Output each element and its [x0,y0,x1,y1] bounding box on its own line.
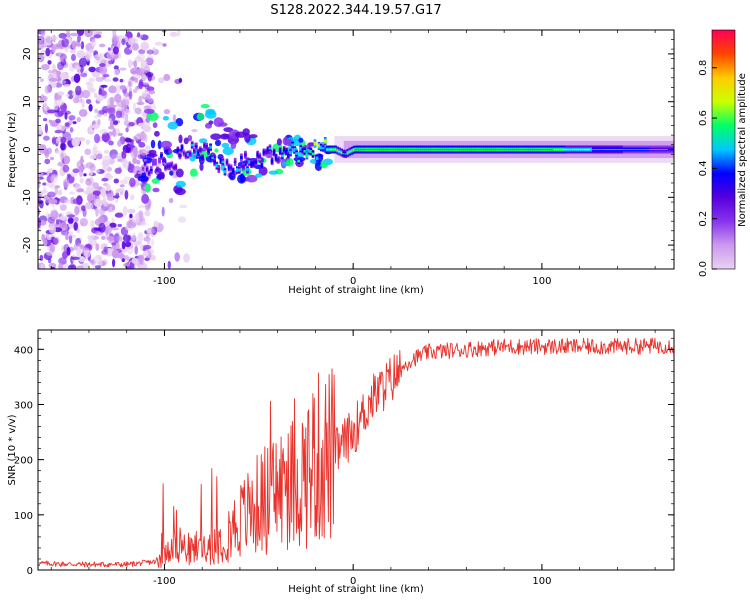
top-y-tick-label: -10 [22,189,33,205]
heatmap-noise-speckles [38,30,198,269]
snr-series-line [38,337,674,569]
bottom-y-tick-label: 300 [14,400,33,411]
heatmap-ridge [141,137,674,177]
bottom-y-tick-label: 0 [27,566,33,577]
top-x-tick-label: 0 [350,276,356,287]
top-y-tick-label: 10 [22,95,33,108]
top-y-tick-label: 0 [22,146,33,152]
colorbar-label: Normalized spectral amplitude [737,73,748,227]
top-y-tick-label: 20 [22,48,33,61]
bottom-y-tick-label: 400 [14,345,33,356]
colorbar-tick-label: 0.6 [698,110,709,126]
bottom-axis-ticks: -100 0 100 0 100 200 300 400 [14,330,674,587]
top-x-tick-label: -100 [153,276,176,287]
bottom-y-axis-label: SNR (10 * v/v) [7,414,18,485]
colorbar-tick-label: 0.4 [698,160,709,176]
bottom-y-tick-label: 100 [14,511,33,522]
figure-title: S128.2022.344.19.57.G17 [270,3,441,18]
colorbar-ticks: 0.0 0.2 0.4 0.6 0.8 [698,60,717,277]
bottom-x-tick-label: 100 [532,576,551,587]
colorbar-tick-label: 0.2 [698,211,709,227]
colorbar: 0.0 0.2 0.4 0.6 0.8 Normalized spectral ampl… [698,29,748,277]
snr-panel: -100 0 100 0 100 200 300 400 Height of straight… [7,329,675,595]
colorbar-tick-label: 0.0 [698,261,709,277]
top-y-tick-label: -20 [22,237,33,253]
bottom-y-tick-label: 200 [14,456,33,467]
bottom-x-tick-label: -100 [153,576,176,587]
bottom-x-axis-label: Height of straight line (km) [288,584,424,595]
bottom-x-tick-label: 0 [350,576,356,587]
colorbar-tick-label: 0.8 [698,60,709,76]
top-y-axis-label: Frequency (Hz) [7,112,18,188]
colorbar-fill [711,29,736,270]
top-x-tick-label: 100 [532,276,551,287]
heatmap-area [38,30,674,269]
top-x-axis-label: Height of straight line (km) [288,285,424,296]
bottom-plot-frame [37,329,675,571]
